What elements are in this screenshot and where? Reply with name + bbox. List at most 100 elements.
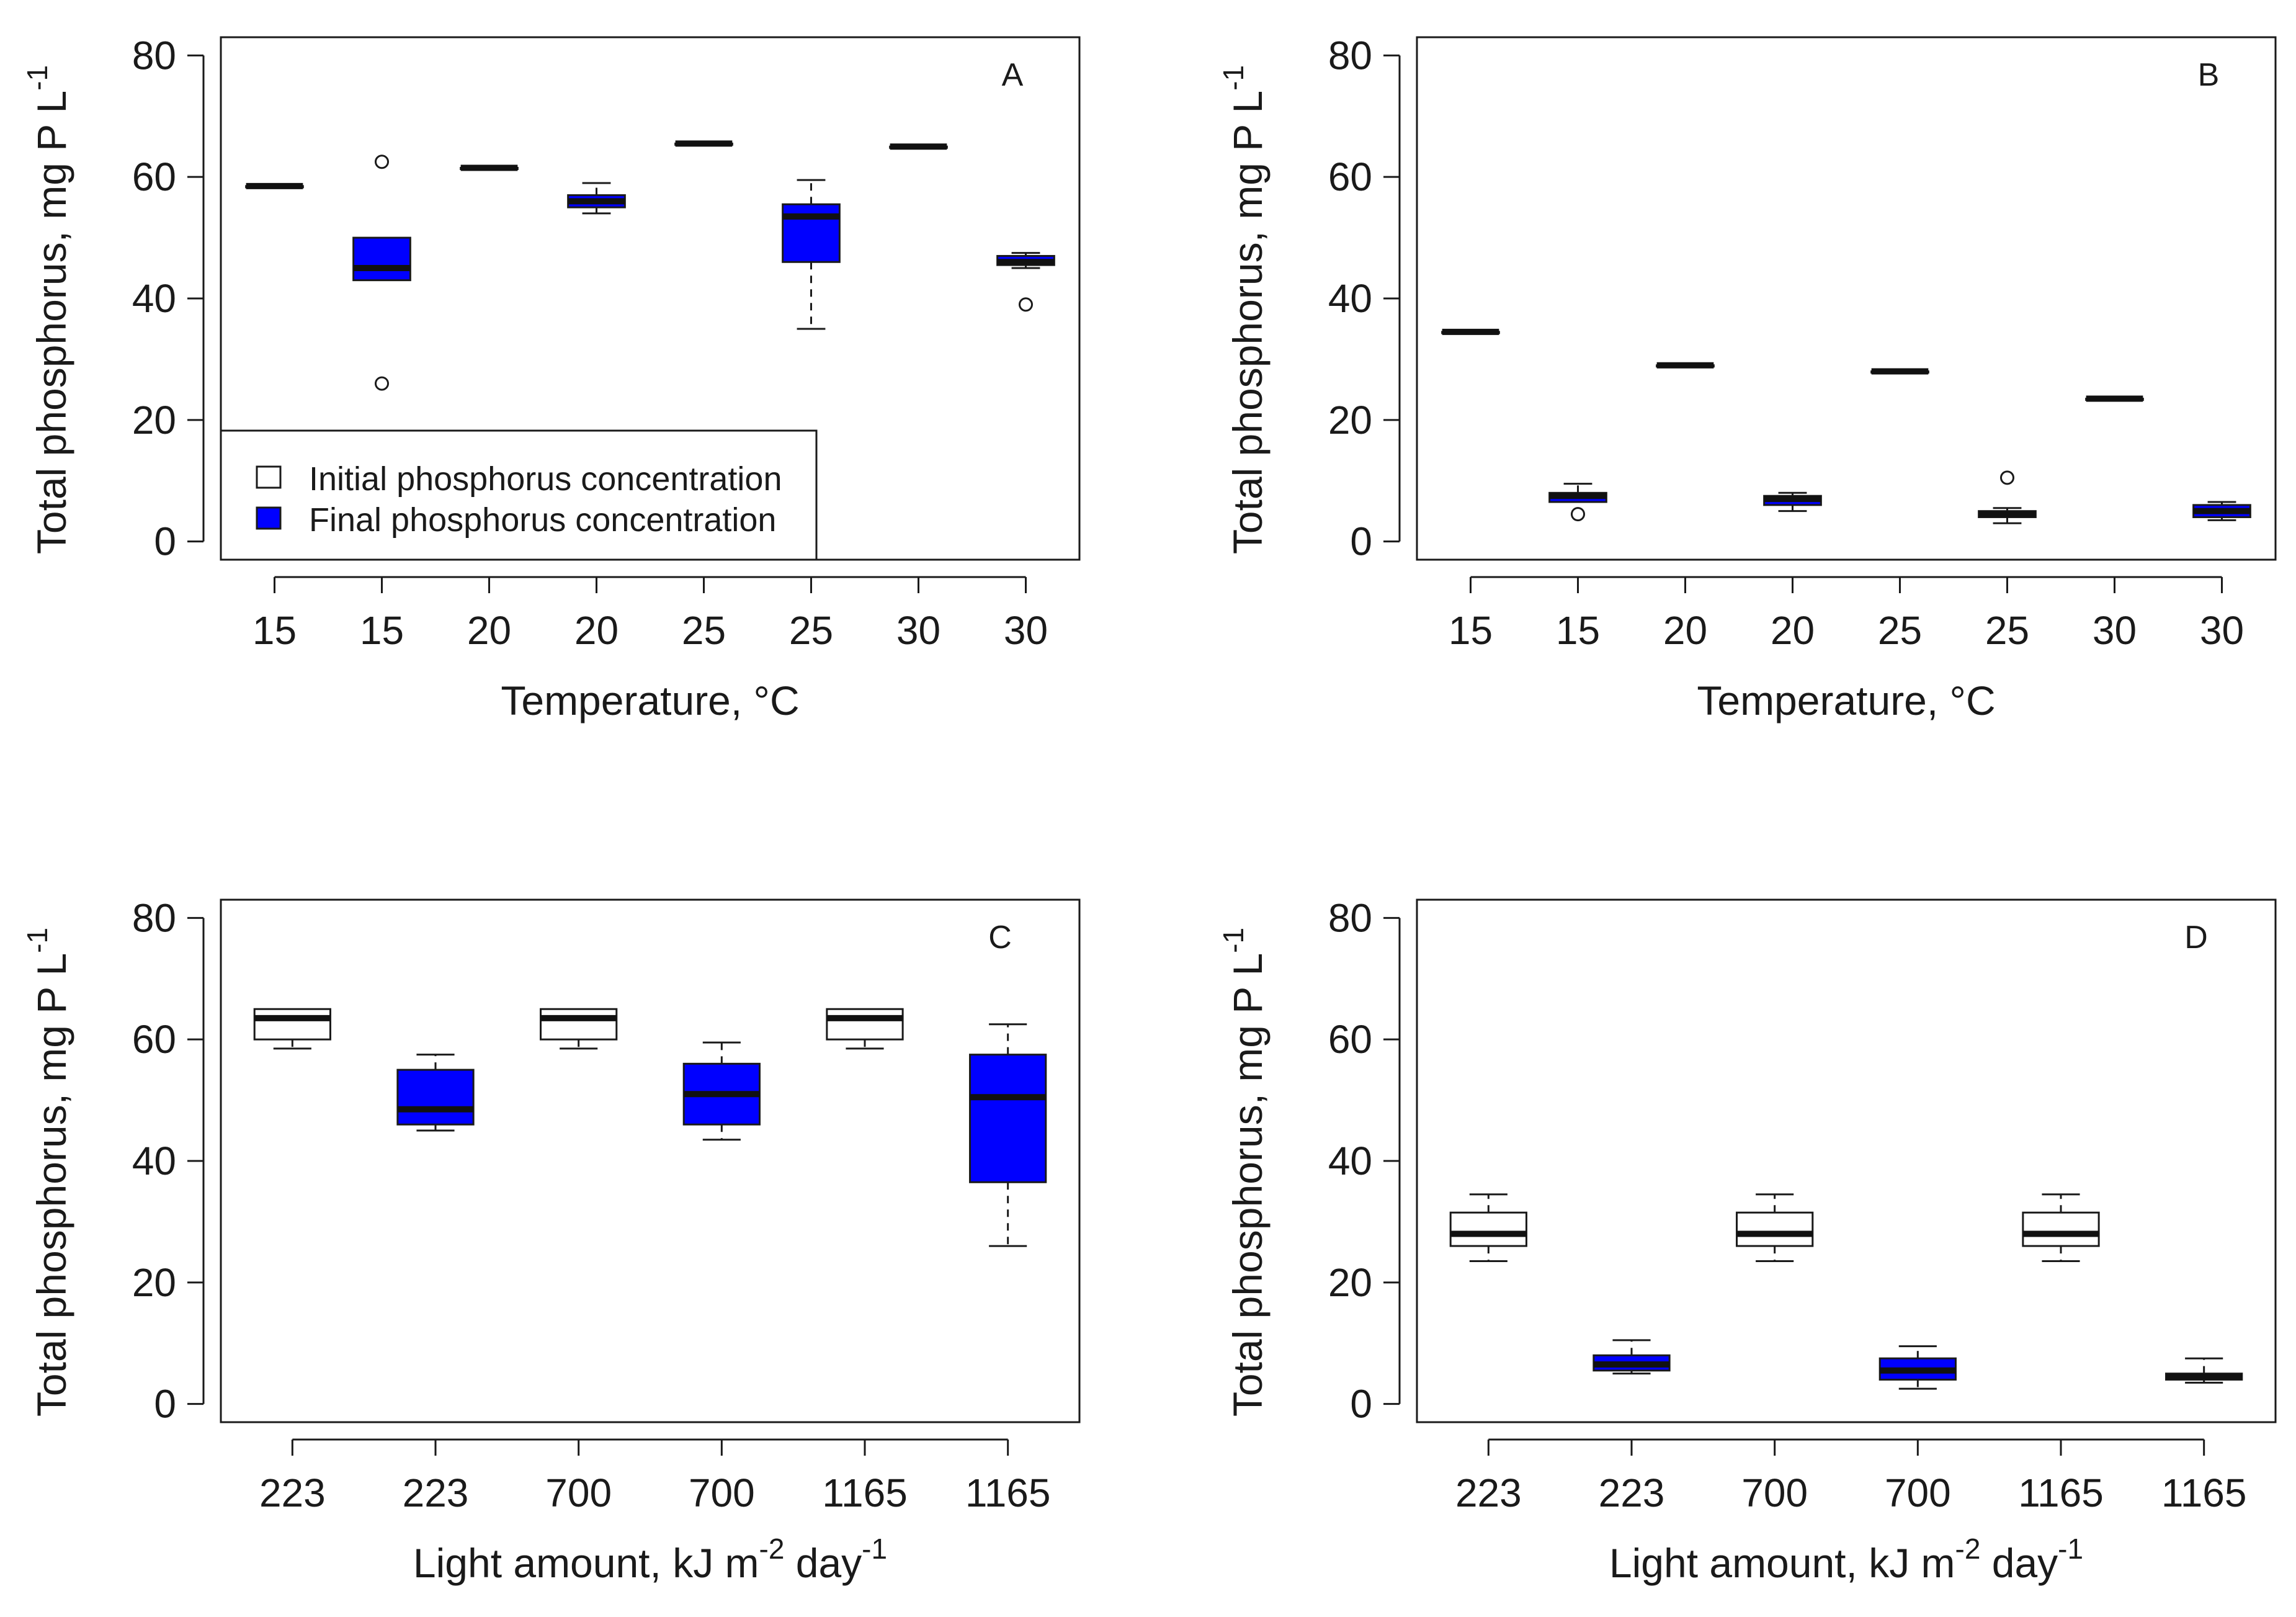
x-tick-label: 700 xyxy=(1741,1471,1808,1515)
legend-label-final: Final phosphorus concentration xyxy=(309,501,776,539)
x-axis-label-unit: day xyxy=(784,1540,862,1586)
box-final-15 xyxy=(352,155,411,391)
y-axis-label-superscript: -1 xyxy=(21,65,53,91)
y-tick-label: 0 xyxy=(1350,519,1372,564)
box-body xyxy=(253,1008,331,1041)
legend-label-initial: Initial phosphorus concentration xyxy=(309,460,782,498)
y-axis-label-superscript: -1 xyxy=(1217,65,1249,91)
x-axis-label-superscript: -1 xyxy=(862,1533,887,1565)
y-tick-label: 20 xyxy=(1328,1260,1372,1305)
box-body xyxy=(826,1008,904,1041)
plot-frame xyxy=(220,898,1081,1423)
y-tick-label: 40 xyxy=(132,276,176,321)
x-tick-label: 1165 xyxy=(2018,1471,2104,1515)
x-tick-label: 223 xyxy=(259,1471,326,1515)
y-axis-label-superscript: -1 xyxy=(21,928,53,953)
x-axis-label-superscript: -2 xyxy=(759,1533,785,1565)
y-tick-label: 60 xyxy=(1328,1017,1372,1062)
box-final-25 xyxy=(782,179,841,330)
box-initial-25 xyxy=(1870,368,1929,375)
panel-a: 0 20 40 60 80 15 15 20 20 25 25 30 30 Temperature, °C… xyxy=(21,33,1081,723)
legend-frame xyxy=(220,429,818,561)
x-tick-label: 15 xyxy=(1449,608,1493,653)
x-axis-label-superscript: -1 xyxy=(2058,1533,2083,1565)
box-initial-20 xyxy=(460,164,519,171)
box-initial-20 xyxy=(1656,362,1715,369)
panel-b: 0 20 40 60 80 15 15 20 20 25 25 30 30 Temperature, °C… xyxy=(1217,33,2277,723)
y-axis-label-superscript: -1 xyxy=(1217,928,1249,953)
plot-frame xyxy=(1416,898,2277,1423)
box-initial-30 xyxy=(889,143,948,150)
y-tick-label: 0 xyxy=(1350,1382,1372,1427)
box-initial-30 xyxy=(2085,395,2144,402)
box-body xyxy=(782,203,841,263)
y-tick-label: 60 xyxy=(132,155,176,199)
y-axis-label: Total phosphorus, mg P L-1 xyxy=(1217,65,1271,554)
x-tick-label: 700 xyxy=(689,1471,755,1515)
box-final-1165 xyxy=(2165,1357,2243,1384)
box-initial-700 xyxy=(1736,1193,1814,1263)
box-final-25 xyxy=(1978,470,2037,524)
box-final-1165 xyxy=(969,1023,1047,1247)
x-tick-label: 223 xyxy=(1599,1471,1665,1515)
y-tick-label: 0 xyxy=(154,519,176,564)
x-tick-label: 25 xyxy=(789,608,833,653)
box-initial-1165 xyxy=(2022,1193,2100,1263)
x-axis-label-unit: day xyxy=(1980,1540,2058,1586)
box-body xyxy=(352,236,411,282)
x-tick-label: 30 xyxy=(896,608,940,653)
box-final-20 xyxy=(567,182,626,215)
panel-letter: D xyxy=(2184,920,2208,956)
x-tick-label: 223 xyxy=(403,1471,469,1515)
x-tick-label: 20 xyxy=(574,608,619,653)
box-final-30 xyxy=(2192,501,2251,521)
y-tick-label: 40 xyxy=(1328,276,1372,321)
y-tick-label: 80 xyxy=(1328,33,1372,78)
y-tick-label: 60 xyxy=(1328,155,1372,199)
box-body xyxy=(540,1008,618,1041)
x-tick-label: 20 xyxy=(1771,608,1815,653)
plot-frame xyxy=(1416,36,2277,561)
x-tick-label: 700 xyxy=(545,1471,612,1515)
box-final-223 xyxy=(396,1054,475,1132)
panel-c: 0 20 40 60 80 223 223 700 700 1165 1165 Light amoun… xyxy=(21,895,1081,1586)
legend-swatch-initial xyxy=(256,465,282,489)
x-tick-label: 700 xyxy=(1885,1471,1951,1515)
outlier-point xyxy=(375,376,389,391)
box-final-700 xyxy=(1878,1345,1957,1390)
x-tick-label: 20 xyxy=(1663,608,1707,653)
y-tick-label: 20 xyxy=(132,1260,176,1305)
box-initial-15 xyxy=(245,182,304,189)
x-tick-label: 25 xyxy=(1878,608,1922,653)
box-final-30 xyxy=(996,252,1055,312)
box-final-223 xyxy=(1592,1339,1671,1375)
y-axis-label: Total phosphorus, mg P L-1 xyxy=(1217,928,1271,1417)
y-tick-label: 60 xyxy=(132,1017,176,1062)
y-tick-label: 20 xyxy=(1328,398,1372,442)
panel-letter: C xyxy=(988,920,1012,956)
box-initial-700 xyxy=(540,1008,618,1050)
box-initial-223 xyxy=(1449,1193,1527,1263)
box-body xyxy=(969,1054,1047,1183)
x-tick-label: 25 xyxy=(1985,608,2029,653)
box-body xyxy=(396,1068,475,1126)
box-final-700 xyxy=(682,1041,761,1141)
x-tick-label: 1165 xyxy=(2161,1471,2247,1515)
y-tick-label: 40 xyxy=(132,1139,176,1183)
x-axis-label: Light amount, kJ m-2 day-1 xyxy=(413,1533,887,1586)
box-body xyxy=(2022,1211,2100,1247)
panel-d: 0 20 40 60 80 223 223 700 700 1165 1165 Light amoun… xyxy=(1217,895,2277,1586)
y-tick-label: 80 xyxy=(132,895,176,940)
box-body xyxy=(1449,1211,1527,1247)
y-axis-label: Total phosphorus, mg P L-1 xyxy=(21,928,74,1417)
x-axis-label-superscript: -2 xyxy=(1955,1533,1981,1565)
x-tick-label: 1165 xyxy=(965,1471,1051,1515)
box-initial-25 xyxy=(674,140,733,147)
y-tick-label: 80 xyxy=(1328,895,1372,940)
y-tick-label: 0 xyxy=(154,1382,176,1427)
outlier-point xyxy=(1019,297,1033,312)
outlier-point xyxy=(2000,470,2014,485)
x-tick-label: 15 xyxy=(360,608,404,653)
